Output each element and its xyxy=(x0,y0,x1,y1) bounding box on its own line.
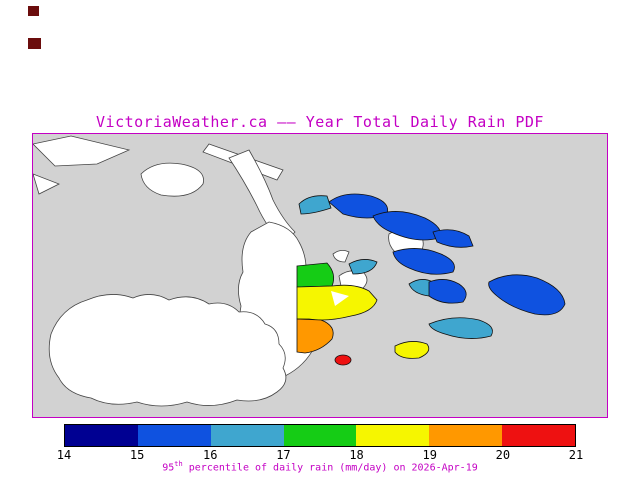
rain-region-blue xyxy=(488,274,566,316)
rain-region-cyan xyxy=(428,317,493,339)
colorbar-ticks: 14 15 16 17 18 19 20 21 xyxy=(57,448,583,462)
colorbar-segment-blue xyxy=(137,425,211,446)
colorbar-tick-label: 14 xyxy=(56,448,72,462)
map-frame xyxy=(32,133,608,418)
colorbar-segment-navy xyxy=(65,425,138,446)
rain-region-gap xyxy=(331,291,349,306)
colorbar-tick-label: 21 xyxy=(568,448,584,462)
corner-mark xyxy=(28,38,41,49)
rain-region-cyan xyxy=(348,259,378,275)
rain-region-green xyxy=(296,262,335,288)
land-victoria xyxy=(48,294,287,407)
colorbar-segment-green xyxy=(283,425,357,446)
colorbar-tick-label: 16 xyxy=(203,448,218,462)
colorbar-tick-label: 19 xyxy=(422,448,437,462)
colorbar-tick-label: 20 xyxy=(495,448,511,462)
colorbar-tick-label: 17 xyxy=(276,448,291,462)
colorbar-segment-yellow xyxy=(356,425,430,446)
colorbar-tick-label: 15 xyxy=(129,448,145,462)
rain-region-blue xyxy=(428,279,467,304)
rain-region-red xyxy=(334,354,352,366)
rain-region-orange xyxy=(296,318,334,354)
rain-region-yellow xyxy=(394,341,430,359)
colorbar xyxy=(64,424,576,447)
colorbar-segment-orange xyxy=(429,425,503,446)
weather-map-svg xyxy=(33,134,607,417)
colorbar-segment-cyan xyxy=(210,425,284,446)
land-inlet-streak xyxy=(33,135,131,167)
rain-region-blue xyxy=(392,248,455,275)
caption-number: 95 xyxy=(162,462,175,474)
page-title: VictoriaWeather.ca –– Year Total Daily R… xyxy=(96,113,544,131)
land-island xyxy=(332,250,350,263)
caption-superscript: th xyxy=(174,460,183,468)
land-island xyxy=(140,162,204,197)
corner-mark xyxy=(28,6,39,16)
rain-region-blue xyxy=(432,229,474,248)
land-saanich-inlet xyxy=(228,149,296,245)
rain-region-cyan xyxy=(298,195,332,215)
caption-rest: percentile of daily rain (mm/day) on 202… xyxy=(182,462,478,474)
caption: 95th percentile of daily rain (mm/day) o… xyxy=(0,460,640,473)
land-inlet-streak xyxy=(33,173,60,195)
colorbar-segment-red xyxy=(502,425,576,446)
colorbar-tick-label: 18 xyxy=(349,448,364,462)
rain-overlay xyxy=(296,193,566,366)
rain-region-blue xyxy=(328,193,389,219)
